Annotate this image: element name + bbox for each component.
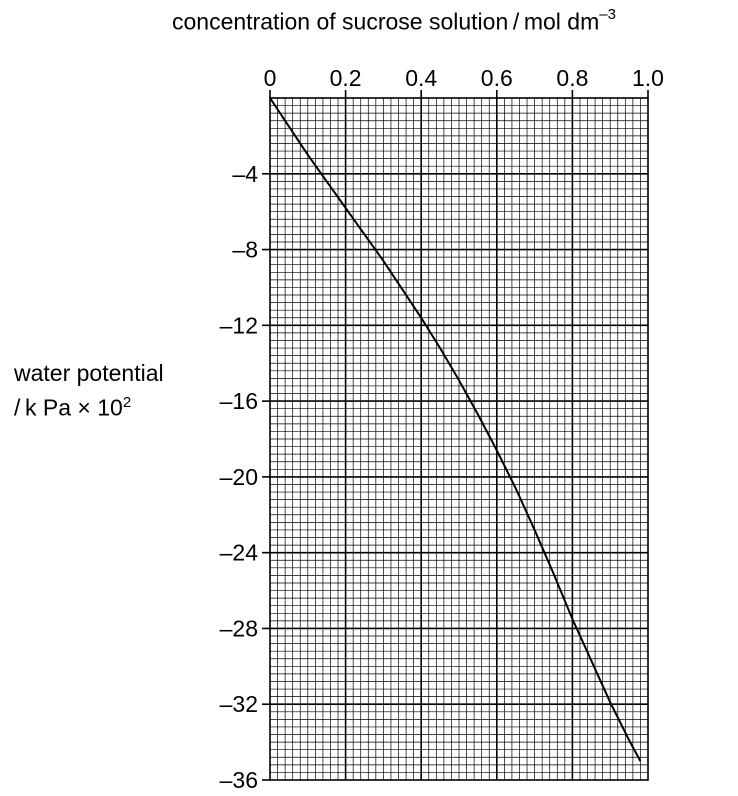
x-tick-label: 0.8 — [556, 65, 588, 91]
plot-frame — [269, 97, 649, 781]
water-potential-curve — [269, 97, 642, 762]
y-tick-label: –16 — [220, 388, 258, 414]
y-tick-label: –12 — [220, 312, 258, 338]
y-tick-label: –28 — [220, 615, 258, 641]
x-tick-label: 1.0 — [632, 65, 664, 91]
y-tick-label: –8 — [232, 237, 258, 263]
y-tick-label: –4 — [232, 161, 258, 187]
x-axis-title-text: concentration of sucrose solution / mol … — [172, 8, 600, 35]
y-tick-label: –24 — [220, 540, 259, 566]
y-axis-title-line2-text: / k Pa × 10 — [14, 394, 123, 421]
y-tick-label: –32 — [220, 691, 258, 717]
y-axis-title-superscript: 2 — [122, 394, 132, 411]
x-tick-label: 0.6 — [481, 65, 513, 91]
x-axis-title-superscript: –3 — [599, 6, 616, 23]
x-tick-label: 0 — [264, 65, 277, 91]
x-tick-label: 0.2 — [330, 65, 362, 91]
y-axis-title-line1: water potential — [14, 360, 164, 386]
y-tick-label: –36 — [220, 767, 258, 793]
x-tick-label: 0.4 — [405, 65, 437, 91]
x-axis-title: concentration of sucrose solution / mol … — [172, 6, 616, 36]
y-axis-title: water potential / k Pa × 102 — [14, 358, 164, 423]
y-tick-label: –20 — [220, 464, 258, 490]
y-axis-title-line2: / k Pa × 102 — [14, 388, 164, 423]
